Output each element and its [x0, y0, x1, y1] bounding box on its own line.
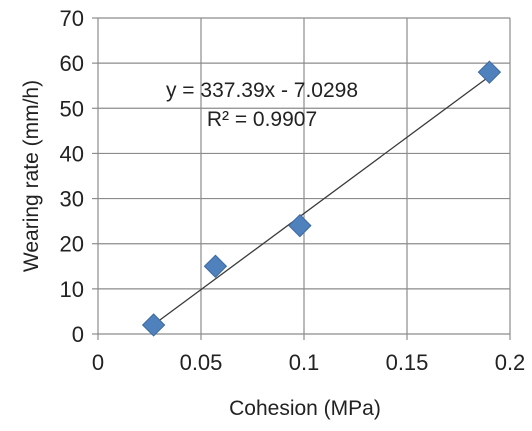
axes: [92, 17, 511, 340]
y-tick-labels: 0 10 20 30 40 50 60 70: [60, 6, 84, 347]
linear-trendline: [153, 75, 490, 326]
y-tick-label: 40: [60, 141, 84, 166]
y-tick-label: 0: [72, 322, 84, 347]
trendline-group: [153, 75, 490, 326]
data-points: [141, 60, 502, 337]
data-point: [477, 60, 502, 84]
y-tick-label: 30: [60, 187, 84, 212]
data-point: [141, 313, 166, 337]
y-tick-label: 50: [60, 96, 84, 121]
trendline-equation: y = 337.39x - 7.0298: [166, 79, 358, 102]
y-axis-title: Wearing rate (mm/h): [20, 80, 43, 272]
x-tick-label: 0: [92, 350, 104, 375]
x-tick-label: 0.2: [495, 350, 526, 375]
x-tick-label: 0.05: [180, 350, 223, 375]
data-point: [288, 213, 312, 238]
x-tick-label: 0.1: [289, 350, 320, 375]
y-tick-label: 60: [60, 51, 84, 76]
grid-lines: [98, 17, 511, 334]
y-tick-label: 70: [60, 6, 84, 31]
y-tick-label: 10: [60, 277, 84, 302]
x-axis-title: Cohesion (MPa): [229, 397, 381, 420]
data-point: [203, 254, 228, 278]
y-tick-label: 20: [60, 232, 84, 257]
x-tick-label: 0.15: [386, 350, 429, 375]
x-tick-labels: 0 0.05 0.1 0.15 0.2: [92, 350, 525, 375]
r-squared-label: R² = 0.9907: [207, 108, 317, 131]
